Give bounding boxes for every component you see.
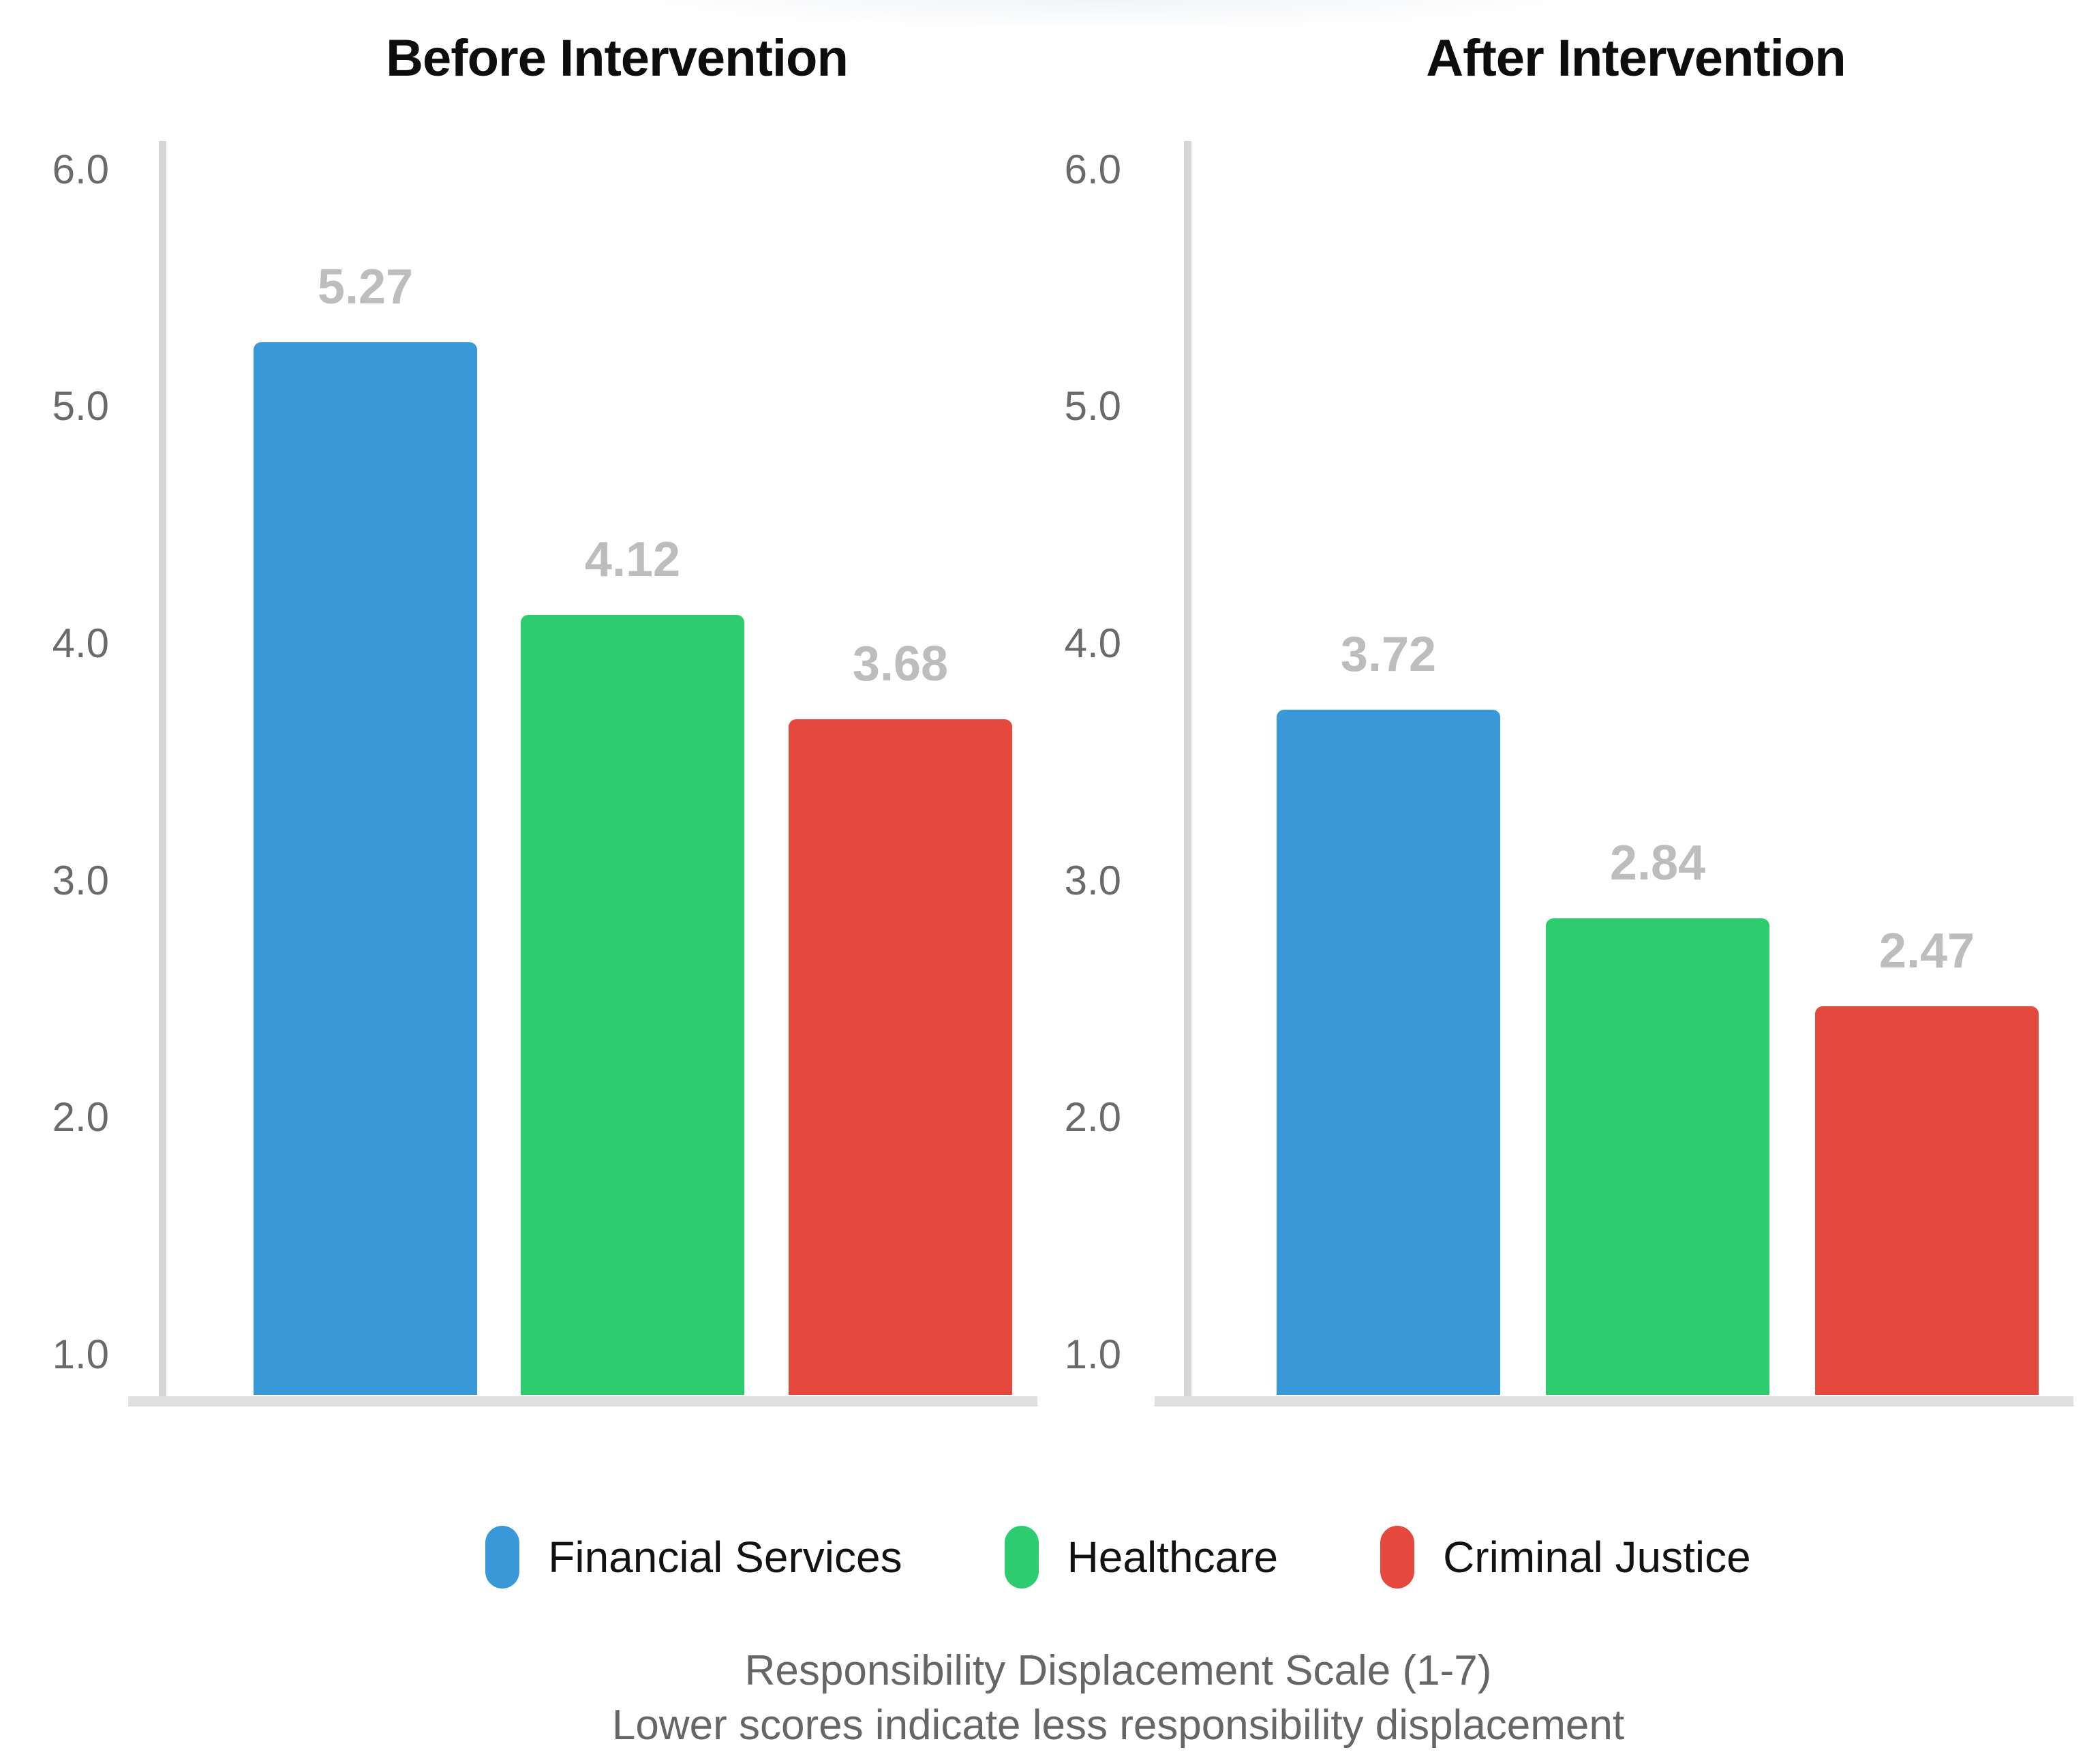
bar-criminal-justice-before — [789, 719, 1012, 1395]
x-axis-baseline-after — [1155, 1396, 2073, 1406]
bar-value-label-healthcare-before: 4.12 — [584, 532, 681, 587]
y-tick-label-after: 5.0 — [1064, 383, 1121, 429]
panel-title-before: Before Intervention — [386, 29, 849, 87]
caption-line-2: Lower scores indicate less responsibilit… — [611, 1702, 1625, 1749]
y-axis-line-after — [1184, 141, 1191, 1398]
legend-item-label: Financial Services — [548, 1533, 902, 1582]
legend-item-financial-services[interactable]: Financial Services — [485, 1526, 902, 1589]
legend-item-label: Criminal Justice — [1443, 1533, 1751, 1582]
bar-value-label-financial-services-after: 3.72 — [1340, 627, 1437, 682]
y-tick-label-before: 5.0 — [52, 383, 109, 429]
bar-healthcare-before — [521, 615, 744, 1395]
legend-item-criminal-justice[interactable]: Criminal Justice — [1380, 1526, 1751, 1589]
bar-healthcare-after — [1546, 918, 1769, 1395]
legend-swatch-financial-services — [485, 1526, 520, 1589]
y-tick-label-before: 1.0 — [52, 1331, 109, 1377]
y-tick-label-after: 3.0 — [1064, 858, 1121, 903]
bar-criminal-justice-after — [1815, 1006, 2039, 1395]
y-axis-line-before — [159, 141, 166, 1398]
y-tick-label-after: 1.0 — [1064, 1331, 1121, 1377]
bar-financial-services-after — [1277, 710, 1500, 1395]
y-tick-label-after: 2.0 — [1064, 1094, 1121, 1140]
y-tick-label-after: 6.0 — [1064, 147, 1121, 192]
bar-value-label-criminal-justice-after: 2.47 — [1878, 924, 1975, 978]
bar-financial-services-before — [254, 342, 477, 1395]
bar-value-label-healthcare-after: 2.84 — [1609, 836, 1706, 890]
y-tick-label-before: 3.0 — [52, 858, 109, 903]
y-tick-label-after: 4.0 — [1064, 620, 1121, 666]
bar-value-label-criminal-justice-before: 3.68 — [852, 637, 949, 691]
background-artifact-blob — [600, 0, 1609, 31]
legend-swatch-criminal-justice — [1380, 1526, 1415, 1589]
legend-item-healthcare[interactable]: Healthcare — [1004, 1526, 1279, 1589]
y-tick-label-before: 6.0 — [52, 147, 109, 192]
legend: Financial Services Healthcare Criminal J… — [68, 1526, 2100, 1589]
x-axis-baseline-before — [128, 1396, 1037, 1406]
caption-line-1: Responsibility Displacement Scale (1-7) — [744, 1647, 1492, 1694]
y-tick-label-before: 4.0 — [52, 620, 109, 666]
y-tick-label-before: 2.0 — [52, 1094, 109, 1140]
bar-value-label-financial-services-before: 5.27 — [317, 260, 414, 314]
legend-item-label: Healthcare — [1067, 1533, 1279, 1582]
legend-swatch-healthcare — [1004, 1526, 1039, 1589]
panel-title-after: After Intervention — [1426, 29, 1846, 87]
